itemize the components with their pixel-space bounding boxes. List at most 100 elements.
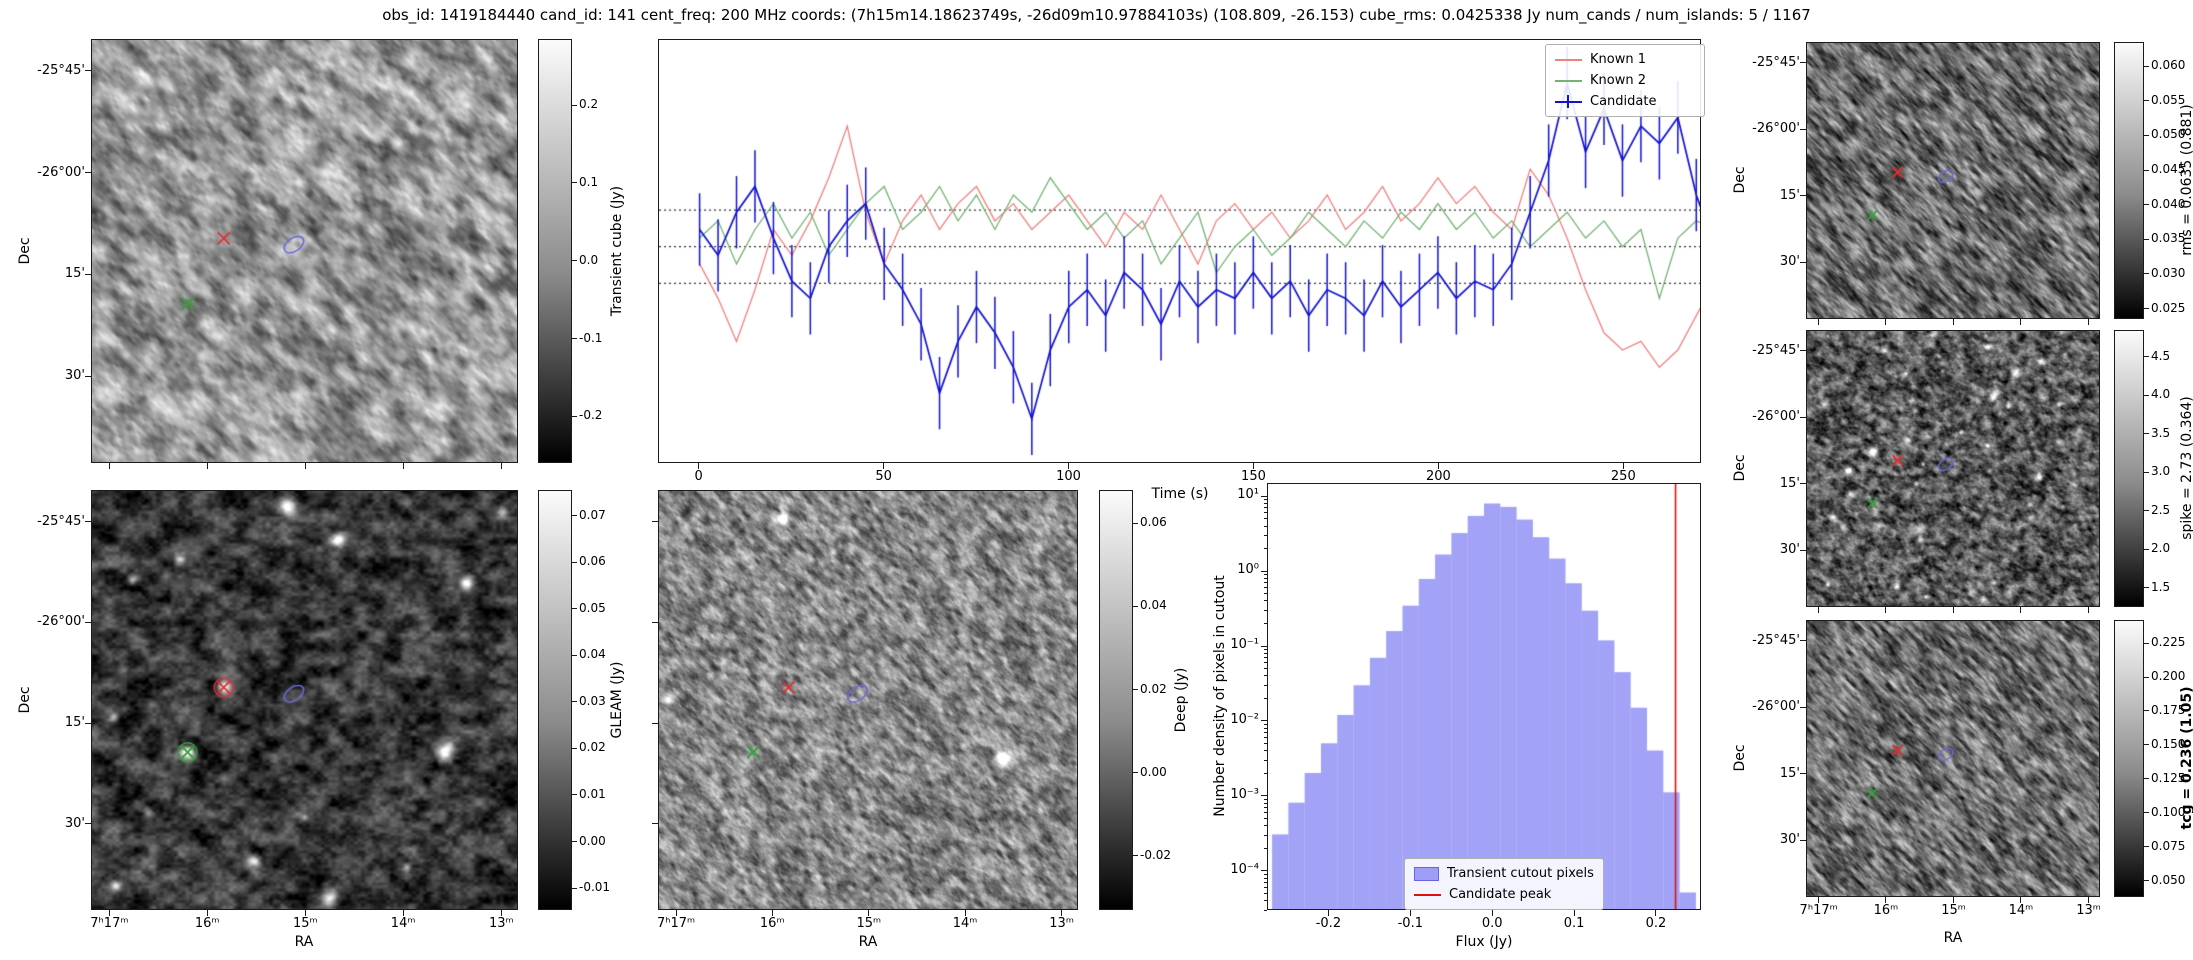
legend-sample — [1414, 866, 1439, 881]
flux-histogram-plot — [1268, 484, 1700, 909]
tick-mark — [304, 910, 306, 916]
flux-tick-label: -0.2 — [1315, 916, 1342, 931]
tick-mark — [1800, 350, 1806, 352]
dec-tick-label: -25°45' — [1752, 632, 1800, 648]
transient-dec-axis-label: Dec — [17, 237, 33, 265]
tick-mark — [1261, 495, 1267, 497]
tick-mark — [1264, 807, 1267, 808]
tick-mark — [1885, 607, 1887, 613]
density-tick-label: 10¹ — [1237, 487, 1259, 503]
ra-tick-label: 7ʰ17ᵐ — [1799, 903, 1838, 918]
tick-mark — [1061, 910, 1063, 916]
tick-mark — [108, 463, 110, 469]
gleam-cutout-image — [92, 491, 517, 909]
colorbar-tick-label: 0.040 — [2151, 196, 2186, 211]
flux-tick-label: 0.1 — [1563, 916, 1585, 931]
legend-row: Known 1 — [1555, 49, 1695, 70]
density-tick-label: 10⁻³ — [1230, 786, 1259, 802]
colorbar-tick-label: 4.0 — [2151, 387, 2171, 402]
tick-mark — [2144, 169, 2149, 171]
tick-mark — [1264, 847, 1267, 849]
tick-mark — [572, 182, 577, 184]
tcg-cutout-image — [1807, 621, 2099, 896]
tick-mark — [1800, 640, 1806, 642]
tick-mark — [2020, 607, 2022, 613]
tick-mark — [1261, 645, 1267, 647]
tick-mark — [1264, 582, 1267, 584]
tick-mark — [1264, 873, 1267, 875]
tick-mark — [2144, 471, 2149, 473]
deep-ra-axis-label: RA — [858, 934, 878, 950]
colorbar-tick-label: 0.050 — [2151, 872, 2186, 887]
tick-mark — [1264, 652, 1267, 654]
legend-row: Candidate peak — [1414, 884, 1594, 905]
tick-mark — [1264, 662, 1267, 664]
tick-mark — [2144, 880, 2149, 882]
tick-mark — [2144, 356, 2149, 358]
gleam-colorbar — [538, 490, 572, 910]
tick-mark — [1264, 909, 1267, 911]
tick-mark — [1264, 877, 1267, 879]
colorbar-tick-label: 0.050 — [2151, 127, 2186, 142]
flux-histogram-panel — [1267, 483, 1701, 910]
time-tick-label: 150 — [1241, 469, 1266, 484]
colorbar-tick-label: 0.1 — [579, 174, 599, 189]
tick-mark — [2144, 433, 2149, 435]
tick-mark — [2144, 548, 2149, 550]
dec-tick-label: -26°00' — [1752, 699, 1800, 715]
deep-cutout-image — [659, 491, 1077, 909]
spike-colorbar — [2114, 330, 2144, 607]
colorbar-tick-label: 0.05 — [579, 600, 606, 615]
ra-tick-label: 13ᵐ — [2076, 903, 2101, 918]
tick-mark — [1264, 802, 1267, 804]
tick-mark — [1264, 737, 1267, 739]
tick-mark — [1800, 62, 1806, 64]
colorbar-tick-label: 0.00 — [1140, 764, 1167, 779]
rms-cutout-image — [1807, 43, 2099, 318]
lightcurve-legend: Known 1 Known 2 Candidate — [1545, 44, 1705, 117]
tick-mark — [1264, 512, 1267, 514]
tick-mark — [964, 910, 966, 916]
tick-mark — [85, 521, 91, 522]
tick-mark — [1068, 463, 1070, 469]
tick-mark — [1133, 855, 1138, 857]
tick-mark — [1264, 668, 1267, 670]
tick-mark — [1264, 881, 1267, 883]
lightcurve-panel — [658, 39, 1701, 463]
colorbar-tick-label: 0.200 — [2151, 669, 2186, 684]
deep-colorbar — [1099, 490, 1133, 910]
gleam-colorbar-label: GLEAM (Jy) — [609, 661, 625, 739]
tick-mark — [1264, 834, 1267, 836]
dec-tick-label: 15' — [1779, 475, 1800, 491]
tick-mark — [2144, 394, 2149, 396]
tick-mark — [2088, 319, 2090, 325]
tick-mark — [883, 463, 885, 469]
tick-mark — [1573, 910, 1575, 916]
tick-mark — [1264, 587, 1267, 589]
ra-tick-label: 15ᵐ — [293, 916, 318, 931]
colorbar-tick-label: 2.0 — [2151, 541, 2171, 556]
tick-mark — [1264, 609, 1267, 611]
tick-mark — [2144, 204, 2149, 206]
tick-mark — [1264, 600, 1267, 602]
density-tick-label: 10⁻⁴ — [1230, 861, 1259, 877]
colorbar-tick-label: 3.5 — [2151, 425, 2171, 440]
tick-mark — [572, 415, 577, 417]
time-tick-label: 50 — [875, 469, 892, 484]
tick-mark — [1264, 812, 1267, 814]
tick-mark — [206, 910, 208, 916]
tick-mark — [402, 910, 404, 916]
dec-tick-label: 30' — [1779, 832, 1800, 848]
tick-mark — [1264, 723, 1267, 725]
dec-tick-label: -25°45' — [37, 62, 85, 78]
flux-tick-label: -0.1 — [1397, 916, 1423, 931]
tick-mark — [868, 910, 870, 916]
legend-line-sample — [1555, 53, 1582, 66]
colorbar-tick-label: 0.060 — [2151, 58, 2186, 73]
tick-mark — [1800, 483, 1806, 485]
tick-mark — [572, 701, 577, 703]
ra-tick-label: 16ᵐ — [1873, 903, 1899, 918]
tick-mark — [572, 260, 577, 262]
ra-tick-label: 15ᵐ — [1941, 903, 1966, 918]
colorbar-tick-label: -0.01 — [579, 880, 611, 895]
